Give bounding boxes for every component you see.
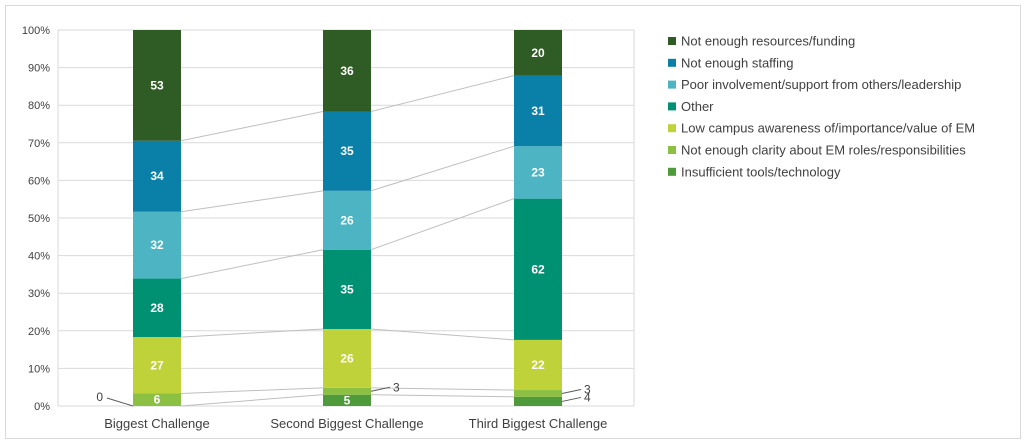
data-label: 20 [531,46,545,60]
legend-label: Not enough clarity about EM roles/respon… [681,143,966,158]
data-label: 6 [154,393,161,407]
bar-segment [323,111,371,191]
data-label: 4 [584,390,591,404]
legend-label: Other [681,99,714,114]
x-category-label: Biggest Challenge [104,416,210,431]
bar-segment [514,30,562,76]
data-label: 5 [344,393,351,407]
data-label: 53 [150,78,164,92]
legend-swatch [668,146,676,154]
legend-swatch [668,102,676,111]
series-lines [180,75,515,407]
leader-line [106,397,134,407]
legend-label: Insufficient tools/technology [681,164,841,179]
bar-segment [514,339,562,391]
bar-segment [514,198,562,340]
legend-label: Low campus awareness of/importance/value… [681,121,975,136]
legend-swatch [668,124,676,133]
data-label: 36 [340,64,354,78]
data-label: 32 [150,238,164,252]
legend-swatch [668,37,676,45]
bar-segment [133,211,181,279]
bar-segment [133,140,181,212]
data-label: 35 [340,282,354,296]
bar-segment [133,337,181,394]
data-label: 23 [531,165,545,179]
y-tick-label: 0% [34,401,50,413]
series-line [180,394,324,407]
legend-label: Poor involvement/support from others/lea… [681,77,961,92]
data-label: 27 [150,358,164,372]
series-line [370,145,515,192]
series-line [370,394,515,398]
series-line [370,198,515,251]
y-tick-label: 90% [28,63,50,75]
bar-segment [514,75,562,147]
series-line [180,387,324,394]
bar-segment [323,394,371,406]
legend-swatch [668,167,676,176]
bar-segment [514,390,562,397]
x-axis-categories: Biggest Challenge Second Biggest Challeng… [104,416,607,431]
bar-segment [133,30,181,141]
data-label: 26 [340,351,354,365]
data-label: 34 [150,169,164,183]
series-line [180,328,324,338]
series-line [370,328,515,341]
bar-segment [323,328,371,388]
data-label: 62 [531,262,545,276]
data-label: 3 [393,380,400,394]
legend-swatch [668,58,676,67]
series-line [180,190,324,213]
leader-line [561,388,582,394]
y-axis-ticks: 0% 10% 20% 30% 40% 50% 60% 70% 80% 90% 100% [22,25,50,413]
bar-segment [323,249,371,329]
y-tick-label: 40% [28,251,50,263]
x-category-label: Second Biggest Challenge [270,416,423,431]
legend-label: Not enough staffing [681,55,794,70]
leader-line [561,396,582,402]
data-label: 0 [96,390,103,404]
y-tick-label: 70% [28,138,50,150]
y-tick-label: 20% [28,326,50,338]
series-line [370,75,515,113]
bars: 0 5 4 6 3 3 27 26 22 28 35 62 32 26 23 34 35 31 53 36 20 [96,30,591,407]
series-line [180,249,324,280]
data-label: 28 [150,301,164,315]
y-tick-label: 80% [28,100,50,112]
y-tick-label: 30% [28,288,50,300]
data-label: 35 [340,144,354,158]
bar-segment [514,396,562,406]
y-tick-label: 60% [28,175,50,187]
y-tick-label: 100% [22,25,50,37]
bar-segment [323,190,371,250]
series-line [370,387,515,391]
series-line [180,111,324,142]
legend-label: Not enough resources/funding [681,34,855,49]
data-label: 26 [340,213,354,227]
bar-segment [323,387,371,395]
bar-segment [514,146,562,199]
bar-segment [133,278,181,338]
data-label: 3 [584,382,591,396]
y-tick-label: 50% [28,213,50,225]
y-tick-label: 10% [28,363,50,375]
leader-line [370,386,391,392]
legend: Not enough resources/funding Not enough s… [668,34,975,179]
data-label: 31 [531,104,545,118]
bar-segment [133,393,181,406]
data-label: 22 [531,358,545,372]
legend-swatch [668,80,676,89]
x-category-label: Third Biggest Challenge [469,416,608,431]
bar-segment [323,30,371,112]
